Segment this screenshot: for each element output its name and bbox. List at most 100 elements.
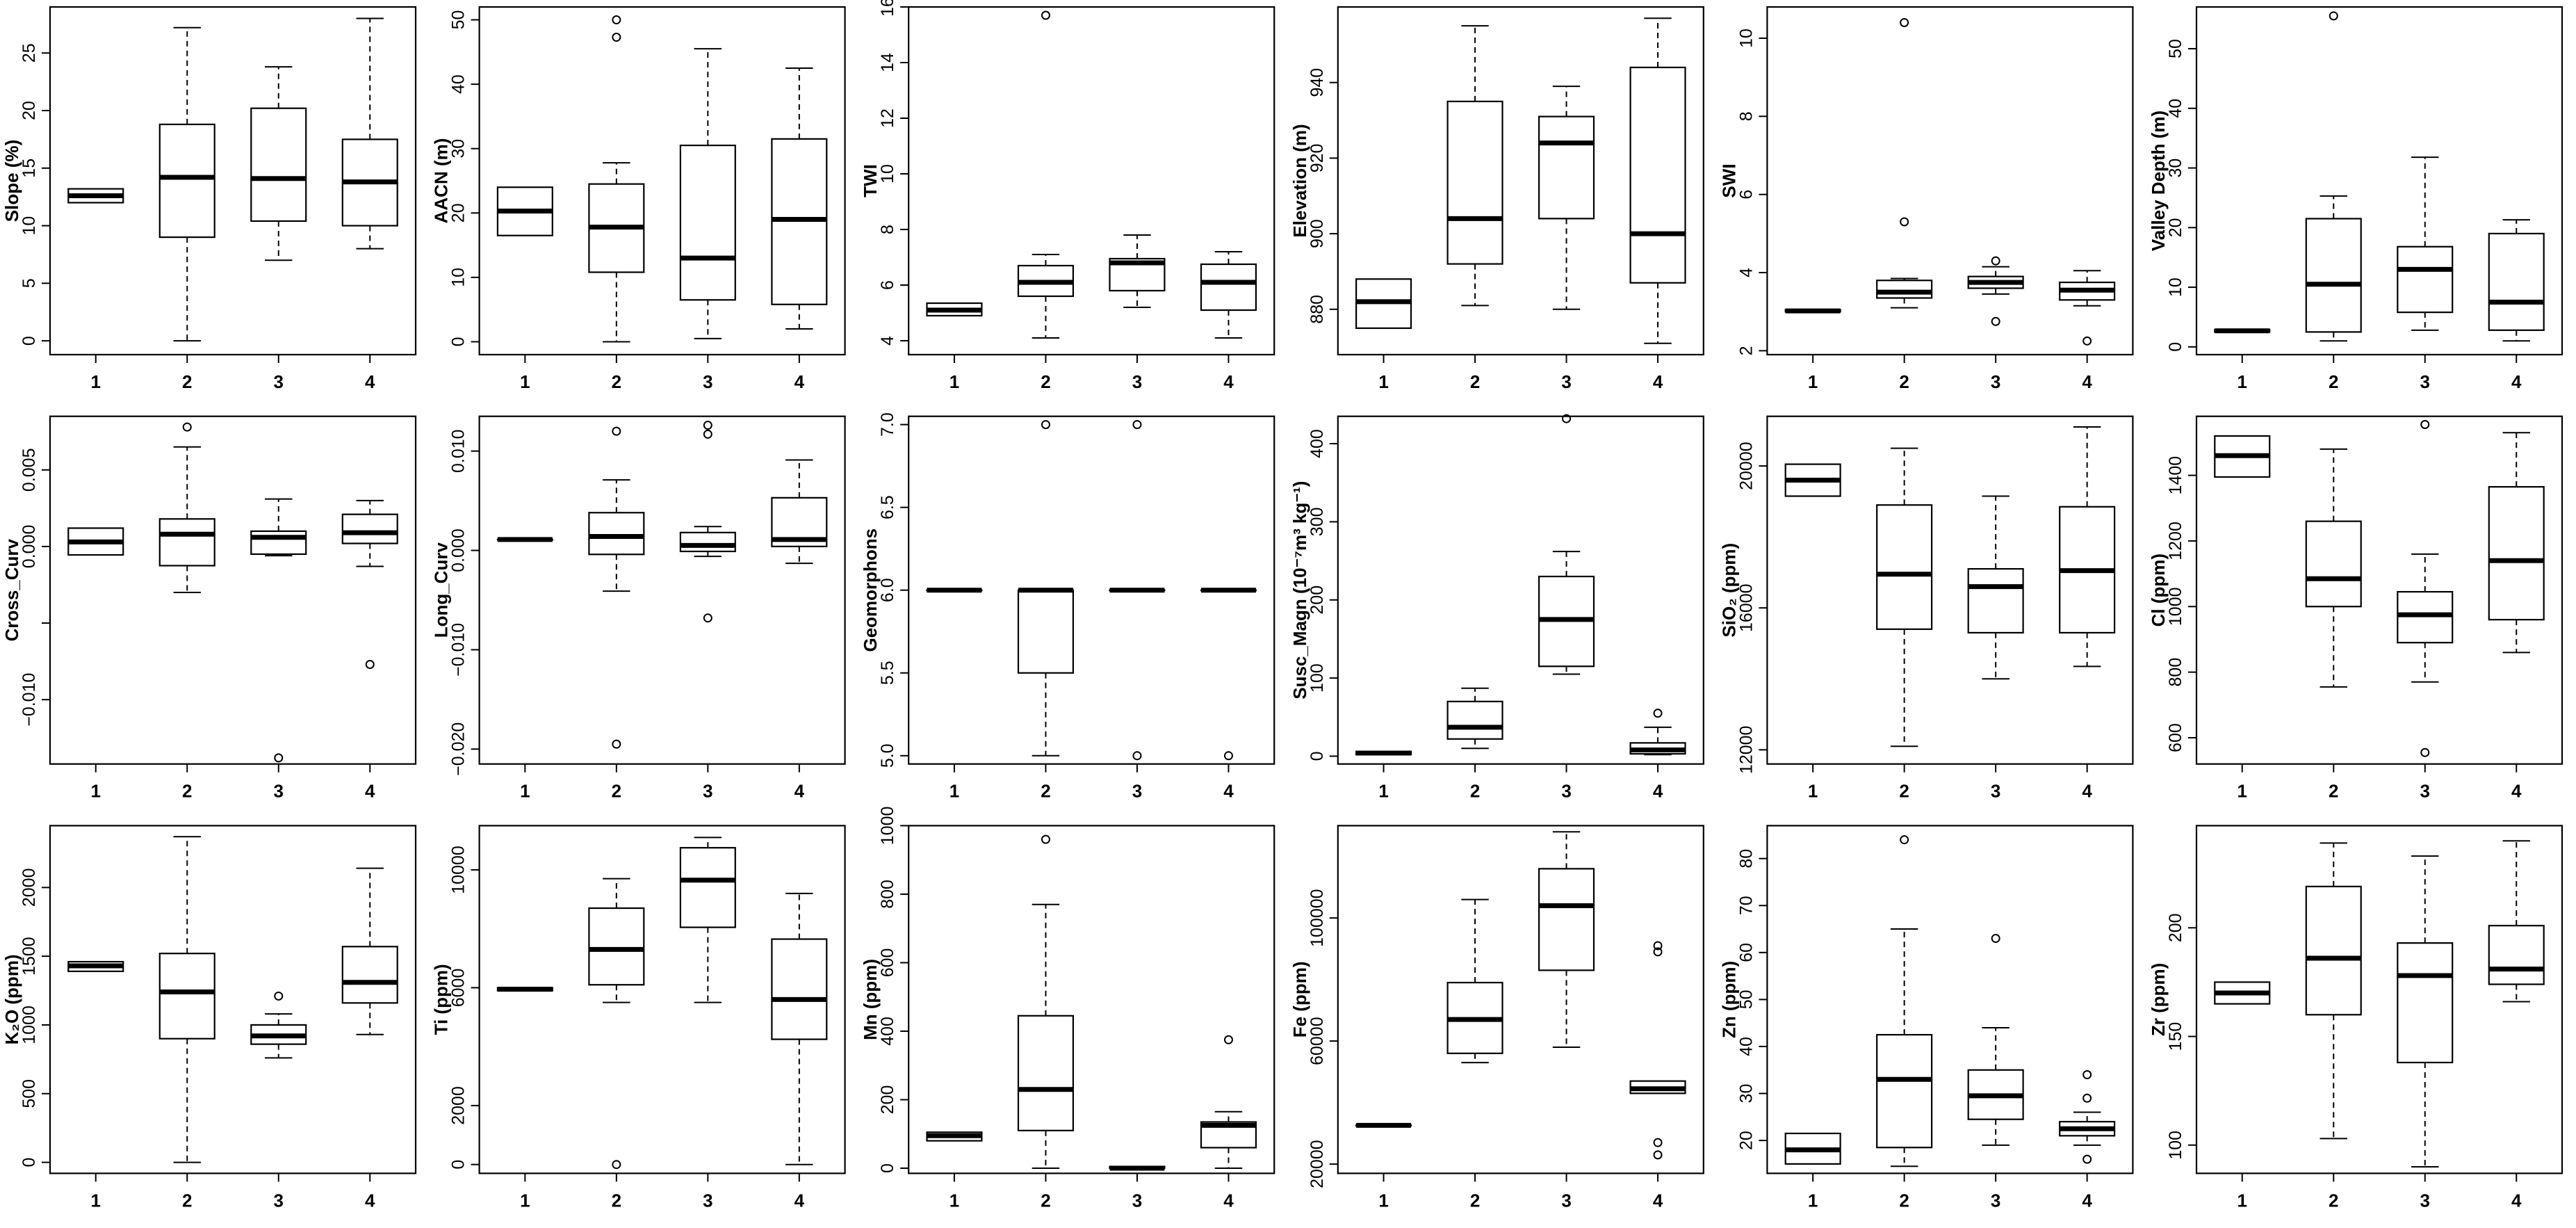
y-tick-label: 200 bbox=[878, 1085, 897, 1115]
outlier-point bbox=[1991, 934, 2000, 944]
outlier-point bbox=[2082, 1070, 2092, 1080]
x-tick-label: 4 bbox=[794, 1190, 805, 1211]
x-tick-label: 1 bbox=[91, 371, 101, 392]
y-tick-label: 300 bbox=[1307, 508, 1327, 537]
box-body bbox=[1876, 280, 1933, 299]
y-tick-label: 0.005 bbox=[19, 449, 39, 492]
x-tick-label: 1 bbox=[949, 1190, 959, 1211]
y-tick-label: 50 bbox=[449, 10, 468, 30]
x-tick-label: 2 bbox=[2329, 1190, 2338, 1211]
y-tick-label: 10 bbox=[449, 268, 468, 287]
outlier-point bbox=[274, 991, 284, 1001]
y-tick-label: 1500 bbox=[19, 937, 39, 976]
plot-frame bbox=[2195, 825, 2563, 1174]
y-tick-label: 10000 bbox=[449, 846, 468, 894]
box bbox=[1538, 414, 1595, 675]
x-tick-label: 4 bbox=[365, 781, 375, 802]
y-tick-label: −0.010 bbox=[449, 623, 468, 677]
box-body bbox=[2305, 218, 2362, 333]
box-body bbox=[679, 531, 736, 553]
box bbox=[1784, 308, 1841, 314]
boxplot-panel: 0 500 1000 1500 2000 K₂O (ppm) 1 2 3 4 bbox=[1, 825, 417, 1211]
y-tick-label: 7.0 bbox=[878, 412, 897, 437]
box-body bbox=[158, 123, 215, 239]
x-tick-label: 3 bbox=[1561, 781, 1571, 802]
x-tick-label: 4 bbox=[1653, 371, 1663, 392]
y-tick-label: 200 bbox=[1307, 585, 1327, 615]
y-tick-label: 940 bbox=[1307, 68, 1327, 97]
box bbox=[1538, 831, 1595, 1048]
box bbox=[1109, 234, 1166, 308]
box bbox=[588, 15, 645, 343]
plot-frame bbox=[478, 825, 846, 1174]
box-body bbox=[771, 938, 828, 1040]
x-tick-label: 4 bbox=[2511, 1190, 2522, 1211]
box bbox=[341, 867, 398, 1035]
x-tick-label: 1 bbox=[520, 371, 530, 392]
outlier-point bbox=[1132, 751, 1142, 761]
x-tick-label: 2 bbox=[612, 1190, 621, 1211]
x-tick-label: 2 bbox=[1041, 371, 1050, 392]
box bbox=[67, 960, 124, 972]
y-tick-label: 10 bbox=[1736, 29, 1756, 48]
outlier-point bbox=[612, 33, 621, 42]
box bbox=[2488, 219, 2545, 342]
x-tick-label: 4 bbox=[2511, 781, 2522, 802]
outlier-point bbox=[703, 613, 712, 623]
plot-frame bbox=[1337, 825, 1704, 1174]
x-tick-label: 3 bbox=[703, 371, 712, 392]
box bbox=[2305, 448, 2362, 688]
outlier-point bbox=[1653, 947, 1663, 957]
y-tick-label: 10 bbox=[19, 216, 39, 236]
boxplot-panel: 20 30 40 50 60 70 80 Zn (ppm) 1 2 3 4 bbox=[1718, 825, 2134, 1211]
y-tick-label: 16000 bbox=[1736, 583, 1756, 632]
y-axis-label: SWI bbox=[1718, 163, 1739, 197]
box bbox=[926, 588, 983, 593]
x-tick-label: 1 bbox=[520, 1190, 530, 1211]
outlier-point bbox=[1653, 709, 1663, 718]
box-body bbox=[2488, 925, 2545, 985]
outlier-point bbox=[365, 660, 375, 670]
y-tick-label: 30 bbox=[449, 139, 468, 159]
x-tick-label: 1 bbox=[1378, 781, 1388, 802]
box bbox=[1200, 588, 1257, 761]
box bbox=[2059, 426, 2116, 668]
plot-frame bbox=[49, 6, 417, 356]
box bbox=[1967, 256, 2024, 326]
y-tick-label: 8 bbox=[1736, 111, 1756, 121]
box-body bbox=[679, 144, 736, 301]
x-tick-label: 4 bbox=[2082, 371, 2092, 392]
plot-frame bbox=[2195, 415, 2563, 765]
box bbox=[1876, 17, 1933, 309]
plot-frame bbox=[1766, 415, 2134, 765]
outlier-point bbox=[2082, 1154, 2092, 1164]
box-body bbox=[1538, 868, 1595, 971]
y-tick-label: 40 bbox=[1736, 1037, 1756, 1056]
box bbox=[341, 17, 398, 250]
x-tick-label: 2 bbox=[1470, 1190, 1480, 1211]
x-tick-label: 2 bbox=[182, 781, 192, 802]
y-axis-label: SiO₂ (ppm) bbox=[1718, 543, 1739, 638]
outlier-point bbox=[1900, 17, 1909, 27]
x-tick-label: 3 bbox=[1132, 781, 1142, 802]
y-tick-label: 1000 bbox=[878, 807, 897, 846]
plot-frame bbox=[1337, 6, 1704, 356]
y-axis-label: Geomorphons bbox=[860, 528, 881, 652]
box-body bbox=[2488, 232, 2545, 331]
box bbox=[1784, 1132, 1841, 1165]
box-body bbox=[1538, 115, 1595, 220]
x-tick-label: 4 bbox=[1223, 1190, 1234, 1211]
x-tick-label: 2 bbox=[1899, 1190, 1909, 1211]
box bbox=[1629, 17, 1686, 344]
x-tick-label: 3 bbox=[2420, 1190, 2430, 1211]
box-body bbox=[250, 107, 307, 223]
outlier-point bbox=[1041, 420, 1050, 430]
box bbox=[1017, 834, 1074, 1170]
box-body bbox=[1017, 589, 1074, 674]
x-tick-label: 3 bbox=[703, 781, 712, 802]
x-tick-label: 3 bbox=[1991, 371, 2000, 392]
box bbox=[2059, 270, 2116, 346]
box bbox=[2214, 328, 2271, 334]
x-tick-label: 3 bbox=[1561, 371, 1571, 392]
boxplot-panel: −0.020 −0.010 0.000 0.010 Long_Curv 1 2 3 4 bbox=[431, 415, 846, 802]
